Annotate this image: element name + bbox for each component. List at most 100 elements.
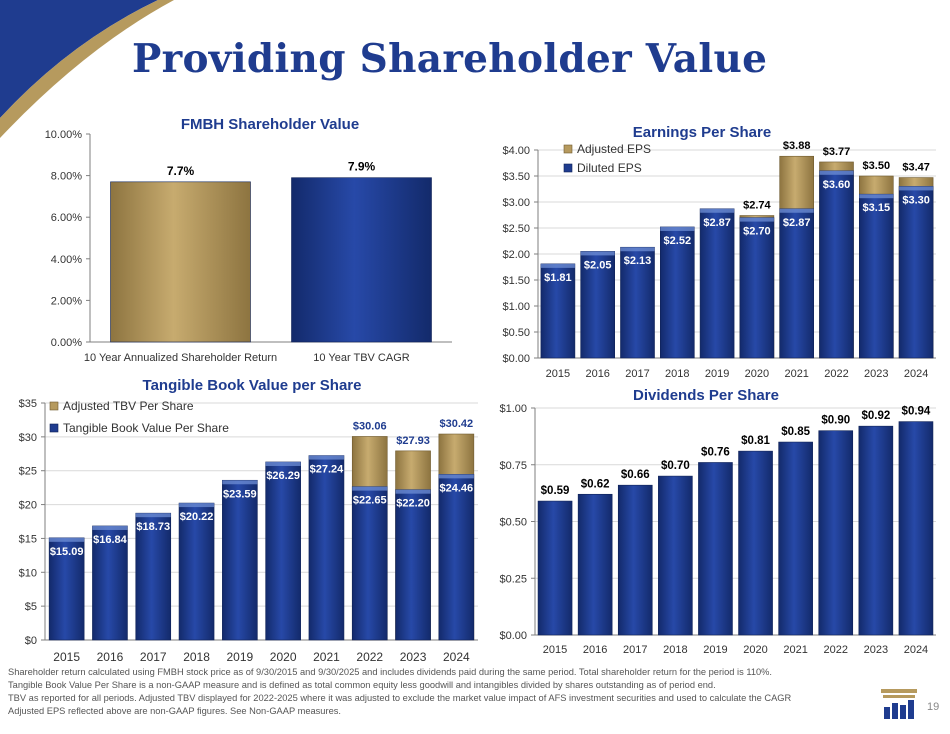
data-label: $0.94: [902, 406, 931, 418]
bar: [658, 475, 693, 636]
bar: [438, 474, 475, 641]
bar-highlight: [92, 525, 128, 530]
data-label: $0.85: [781, 426, 810, 438]
y-tick-label: $0.00: [499, 630, 527, 642]
data-label: 7.7%: [167, 164, 195, 178]
x-tick-label: 2017: [140, 650, 167, 664]
data-label: $2.70: [743, 226, 771, 238]
x-tick-label: 2024: [443, 650, 470, 664]
bar: [577, 493, 613, 636]
y-tick-label: $0.25: [499, 573, 527, 585]
bar-highlight: [779, 208, 814, 213]
bar: [778, 441, 813, 636]
bar-highlight: [700, 208, 735, 213]
y-tick-label: 2.00%: [51, 295, 82, 307]
x-tick-label: 2017: [623, 644, 647, 656]
x-tick-label: 2019: [705, 368, 729, 380]
bar-highlight: [819, 170, 854, 175]
x-tick-label: 2020: [745, 368, 769, 380]
y-tick-label: $0.00: [502, 353, 530, 365]
data-label-adjusted: $3.88: [783, 140, 811, 152]
bar: [898, 421, 934, 636]
x-tick-label: 2020: [270, 650, 297, 664]
bar: [135, 512, 172, 641]
bar-highlight: [859, 194, 894, 199]
page-title: Providing Shareholder Value: [132, 36, 768, 82]
data-label: $26.29: [266, 470, 300, 482]
y-tick-label: $2.00: [502, 249, 530, 261]
shareholder-value-chart: FMBH Shareholder Value 0.00% 2.00% 4.00% 6.0…: [45, 116, 452, 364]
x-tick-label: 2015: [546, 368, 570, 380]
data-label: $24.46: [440, 482, 474, 494]
data-label-adjusted: $30.06: [353, 420, 387, 432]
x-tick-label: 2024: [904, 368, 928, 380]
x-tick-label: 2015: [53, 650, 80, 664]
x-tick-label: 2015: [543, 644, 567, 656]
data-label: $2.52: [664, 235, 692, 247]
data-label: $0.81: [741, 435, 770, 447]
data-label: $22.20: [396, 498, 430, 510]
bar-highlight: [660, 226, 695, 231]
data-label-adjusted: $30.42: [440, 418, 474, 430]
bar: [540, 263, 576, 359]
y-tick-label: 6.00%: [51, 212, 82, 224]
bar-highlight: [580, 251, 615, 256]
y-tick-label: 0.00%: [51, 337, 82, 349]
data-label: $0.70: [661, 460, 690, 472]
x-tick-label: 2016: [585, 368, 609, 380]
chart-title: Tangible Book Value per Share: [143, 377, 362, 394]
y-tick-label: $1.00: [499, 403, 527, 415]
data-label: $0.59: [541, 485, 570, 497]
data-label-adjusted: $3.47: [902, 162, 930, 174]
data-label: $15.09: [50, 546, 84, 558]
x-tick-label: 2018: [665, 368, 689, 380]
legend-swatch: [49, 401, 59, 411]
bar-highlight: [308, 455, 344, 460]
y-tick-label: $0: [25, 635, 37, 647]
data-label: $20.22: [180, 511, 214, 523]
footnote: TBV as reported for all periods. Adjuste…: [8, 693, 792, 703]
bar: [819, 170, 854, 359]
data-label: $16.84: [93, 534, 128, 546]
y-tick-label: 10.00%: [45, 129, 83, 141]
data-label: $27.24: [310, 464, 345, 476]
bar-highlight: [135, 513, 171, 518]
x-tick-label: 2021: [313, 650, 340, 664]
x-tick-label: 2019: [703, 644, 727, 656]
x-tick-label: 2021: [784, 368, 808, 380]
y-tick-label: $30: [19, 432, 37, 444]
legend-swatch: [563, 163, 573, 173]
footnote: Adjusted EPS reflected above are non-GAA…: [8, 706, 341, 716]
data-label: $22.65: [353, 495, 387, 507]
legend-swatch: [563, 144, 573, 154]
x-tick-label: 2020: [743, 644, 767, 656]
footnote: Tangible Book Value Per Share is a non-G…: [8, 680, 716, 690]
bar-highlight: [620, 247, 655, 252]
bar: [178, 502, 215, 641]
x-tick-label: 2022: [824, 368, 848, 380]
bar: [308, 455, 345, 641]
bar: [48, 537, 85, 641]
bar: [395, 489, 431, 641]
x-tick-label: 2017: [625, 368, 649, 380]
x-tick-label: 10 Year Annualized Shareholder Return: [84, 352, 277, 364]
page-number: 19: [927, 701, 940, 713]
legend-label: Diluted EPS: [577, 161, 642, 175]
y-tick-label: $3.00: [502, 197, 530, 209]
data-label: $3.60: [823, 179, 851, 191]
data-label: $2.05: [584, 259, 612, 271]
y-tick-label: 4.00%: [51, 254, 82, 266]
x-tick-label: 2016: [583, 644, 607, 656]
y-tick-label: $0.50: [499, 517, 527, 529]
x-tick-label: 2021: [783, 644, 807, 656]
bar: [699, 208, 735, 359]
bar: [818, 430, 854, 636]
bar: [110, 181, 251, 343]
data-label: $18.73: [136, 521, 170, 533]
y-tick-label: $5: [25, 601, 37, 613]
bar: [580, 251, 615, 359]
bar: [351, 486, 388, 641]
bar: [858, 193, 894, 359]
bar: [291, 177, 432, 343]
bar-highlight: [265, 461, 301, 466]
